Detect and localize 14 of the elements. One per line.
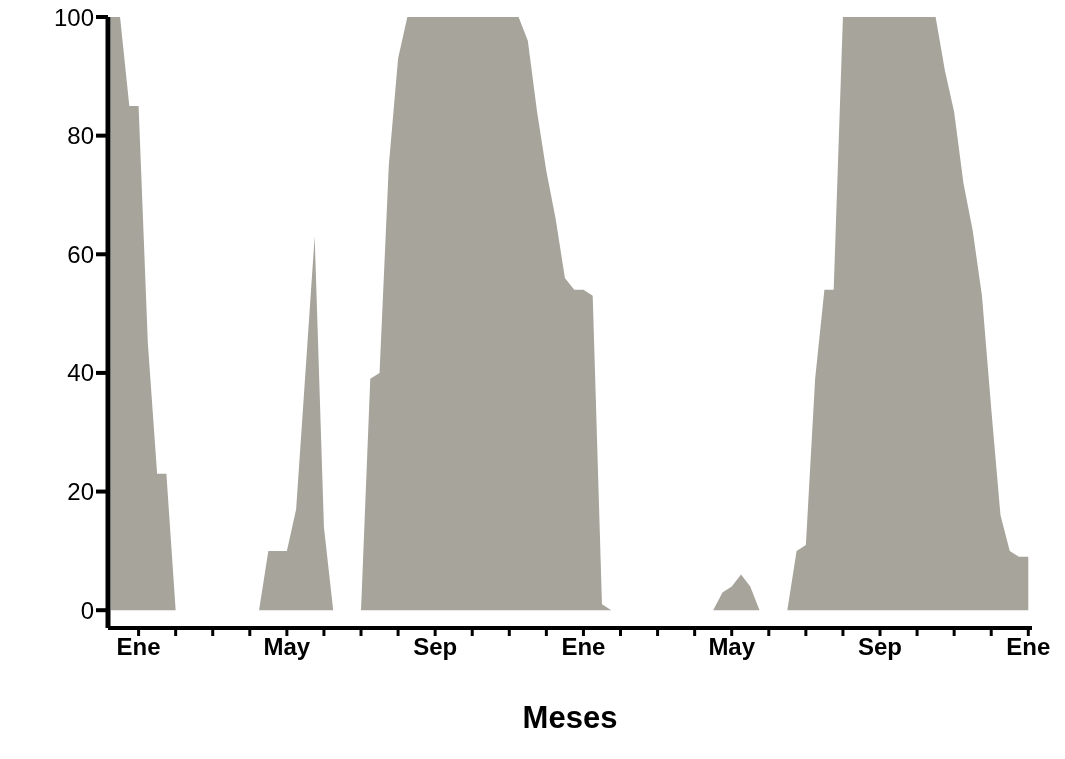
y-tick-label: 0 — [80, 596, 94, 624]
y-tick-label: 40 — [67, 359, 94, 387]
x-tick-label: Sep — [413, 633, 458, 661]
x-tick-label: May — [263, 633, 311, 661]
y-tick-label: 60 — [67, 240, 94, 268]
y-tick-label: 80 — [67, 122, 94, 150]
x-tick-label: May — [708, 633, 756, 661]
x-axis-title: Meses — [522, 700, 618, 735]
y-tick-label: 20 — [67, 478, 94, 506]
x-tick-label: Ene — [561, 633, 606, 661]
x-tick-label: Ene — [1006, 633, 1051, 661]
x-tick-label: Ene — [116, 633, 161, 661]
x-tick-label: Sep — [858, 633, 903, 661]
y-tick-label: 100 — [53, 3, 94, 31]
